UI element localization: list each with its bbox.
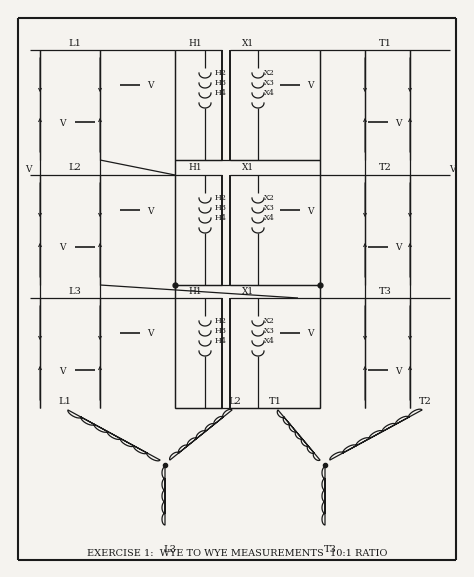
Text: T2: T2	[379, 163, 392, 173]
Text: V: V	[307, 207, 313, 215]
Text: H1: H1	[188, 163, 202, 173]
Text: X2: X2	[264, 69, 275, 77]
Text: H4: H4	[215, 337, 227, 345]
Text: H3: H3	[215, 204, 227, 212]
Text: L3: L3	[164, 545, 176, 554]
Text: H3: H3	[215, 327, 227, 335]
Text: V: V	[25, 164, 31, 174]
Text: V: V	[59, 118, 65, 128]
Text: V: V	[147, 329, 153, 339]
Text: X1: X1	[242, 39, 254, 47]
Text: T2: T2	[419, 398, 431, 407]
Text: V: V	[147, 207, 153, 215]
Text: V: V	[395, 243, 401, 253]
Text: T3: T3	[379, 287, 392, 295]
Text: L2: L2	[228, 398, 241, 407]
Text: X2: X2	[264, 194, 275, 202]
Text: H3: H3	[215, 79, 227, 87]
Text: X3: X3	[264, 79, 275, 87]
Text: H1: H1	[188, 287, 202, 295]
Text: EXERCISE 1:  WYE TO WYE MEASUREMENTS  10:1 RATIO: EXERCISE 1: WYE TO WYE MEASUREMENTS 10:1…	[87, 549, 387, 557]
Text: L1: L1	[69, 39, 82, 47]
Text: X4: X4	[264, 337, 275, 345]
Text: X1: X1	[242, 163, 254, 173]
Text: V: V	[307, 329, 313, 339]
Text: V: V	[449, 164, 455, 174]
Text: H4: H4	[215, 214, 227, 222]
Text: V: V	[395, 118, 401, 128]
Text: T3: T3	[324, 545, 337, 554]
Text: V: V	[147, 81, 153, 91]
Text: X4: X4	[264, 214, 275, 222]
Text: X1: X1	[242, 287, 254, 295]
Text: L3: L3	[69, 287, 82, 295]
Text: T1: T1	[269, 398, 282, 407]
Text: L1: L1	[59, 398, 72, 407]
Text: L2: L2	[69, 163, 82, 173]
Text: H2: H2	[215, 194, 227, 202]
Text: H4: H4	[215, 89, 227, 97]
Text: X3: X3	[264, 327, 275, 335]
Text: V: V	[59, 366, 65, 376]
Text: X4: X4	[264, 89, 275, 97]
Text: H2: H2	[215, 69, 227, 77]
Text: X2: X2	[264, 317, 275, 325]
Text: V: V	[395, 366, 401, 376]
Text: X3: X3	[264, 204, 275, 212]
Text: V: V	[59, 243, 65, 253]
Text: T1: T1	[379, 39, 392, 47]
Text: H1: H1	[188, 39, 202, 47]
Text: V: V	[307, 81, 313, 91]
Text: H2: H2	[215, 317, 227, 325]
